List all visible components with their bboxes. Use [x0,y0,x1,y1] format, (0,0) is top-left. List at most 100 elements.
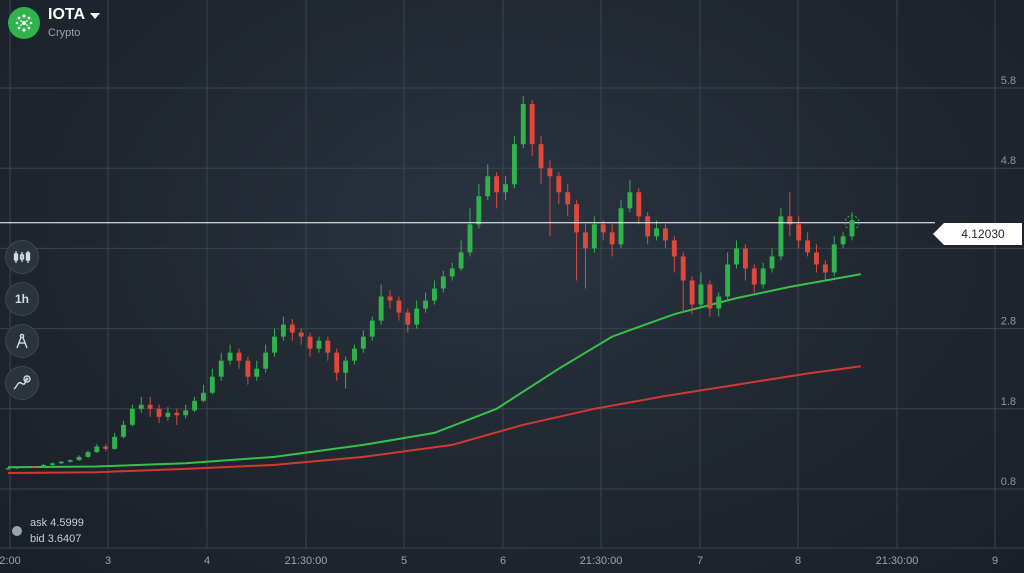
candle-body [742,248,748,269]
drawing-tools-button[interactable] [5,324,39,358]
candle-body [352,348,357,361]
candle [671,236,677,273]
candle [289,318,295,341]
candle [467,208,473,257]
candle [41,464,46,468]
candle [805,232,811,257]
candle-body [129,408,135,425]
candle [387,290,393,309]
x-tick-label: 8 [795,555,801,567]
candle-body [671,240,677,257]
candle [94,444,100,453]
candle [529,100,535,157]
candle-body [734,248,739,265]
candle [707,280,713,317]
candle-body [41,464,46,467]
candle [458,240,464,271]
x-axis-ticks: 2:00 3 4 21:30:00 5 6 21:30:00 7 8 21:30:00 9 [0,555,998,567]
candle-body [778,216,784,257]
candle [849,212,855,241]
chevron-down-icon[interactable] [90,13,101,19]
candle-body [254,368,260,377]
candle-body [529,104,535,145]
candle [520,96,526,149]
candle-body [538,144,544,169]
candle [138,396,144,413]
candle-body [85,452,91,457]
candle-body [636,192,642,217]
live-marker [844,215,860,231]
candle [547,160,553,237]
iota-logo-icon [8,6,40,39]
candle [325,336,331,361]
candle-body [209,376,215,393]
candle [103,444,109,452]
timeframe-button[interactable]: 1h [5,282,39,316]
candle [449,262,455,281]
candle-body [387,296,393,301]
candle [840,232,846,249]
candle-body [5,468,11,470]
candle-body [520,104,526,145]
candle-body [805,240,811,253]
candle-body [849,222,855,237]
candle [787,192,793,237]
candle [662,224,668,249]
candle-body [289,324,295,333]
candle-body [503,184,508,193]
candle-body [751,268,757,285]
candle-body [14,467,20,469]
candle-body [547,168,553,177]
y-tick-label: 0.8 [1001,476,1016,488]
asset-category: Crypto [48,27,81,39]
candle-body [556,176,562,193]
candle-body [440,276,446,289]
candle-body [360,336,366,349]
candle-body [814,252,819,265]
candle-body [680,256,686,281]
candle-body [23,466,29,468]
candle [263,344,269,373]
candle [201,384,206,403]
candle-body [769,256,775,269]
y-axis-ticks: 5.84.83.82.81.80.8 [1001,75,1016,488]
candle-body [343,360,349,373]
candle-body [787,216,793,225]
candle-body [627,192,633,209]
candle [778,208,784,261]
candle-body [272,336,277,353]
x-tick-label: 3 [105,555,111,567]
candle [23,465,29,469]
candle-body [112,436,118,449]
chart-type-button[interactable] [5,240,39,274]
bid-price: bid 3.6407 [30,533,82,545]
candle-body [245,360,251,377]
candle-body [378,296,384,321]
candle-body [725,264,731,297]
candle-body [716,296,722,309]
indicators-button[interactable] [5,366,39,400]
candle [556,172,562,205]
candle-body [698,284,704,305]
x-tick-label: 21:30:00 [285,555,328,567]
candle-body [121,424,126,437]
candle [396,296,402,321]
x-tick-label: 21:30:00 [580,555,623,567]
candle-body [49,463,55,465]
candle-body [227,352,233,361]
candle [814,244,819,273]
candle-body [298,332,304,337]
current-price-line [0,215,935,231]
candle-body [280,324,286,337]
candle [227,344,233,365]
candle [298,328,304,345]
candle-body [325,340,331,353]
y-tick-label: 2.8 [1001,316,1016,328]
candle [618,200,624,249]
candle-body [174,412,180,416]
candle [85,450,91,458]
asset-name[interactable]: IOTA [48,6,86,23]
candle [636,188,642,225]
asset-header[interactable]: IOTA Crypto [8,6,101,39]
